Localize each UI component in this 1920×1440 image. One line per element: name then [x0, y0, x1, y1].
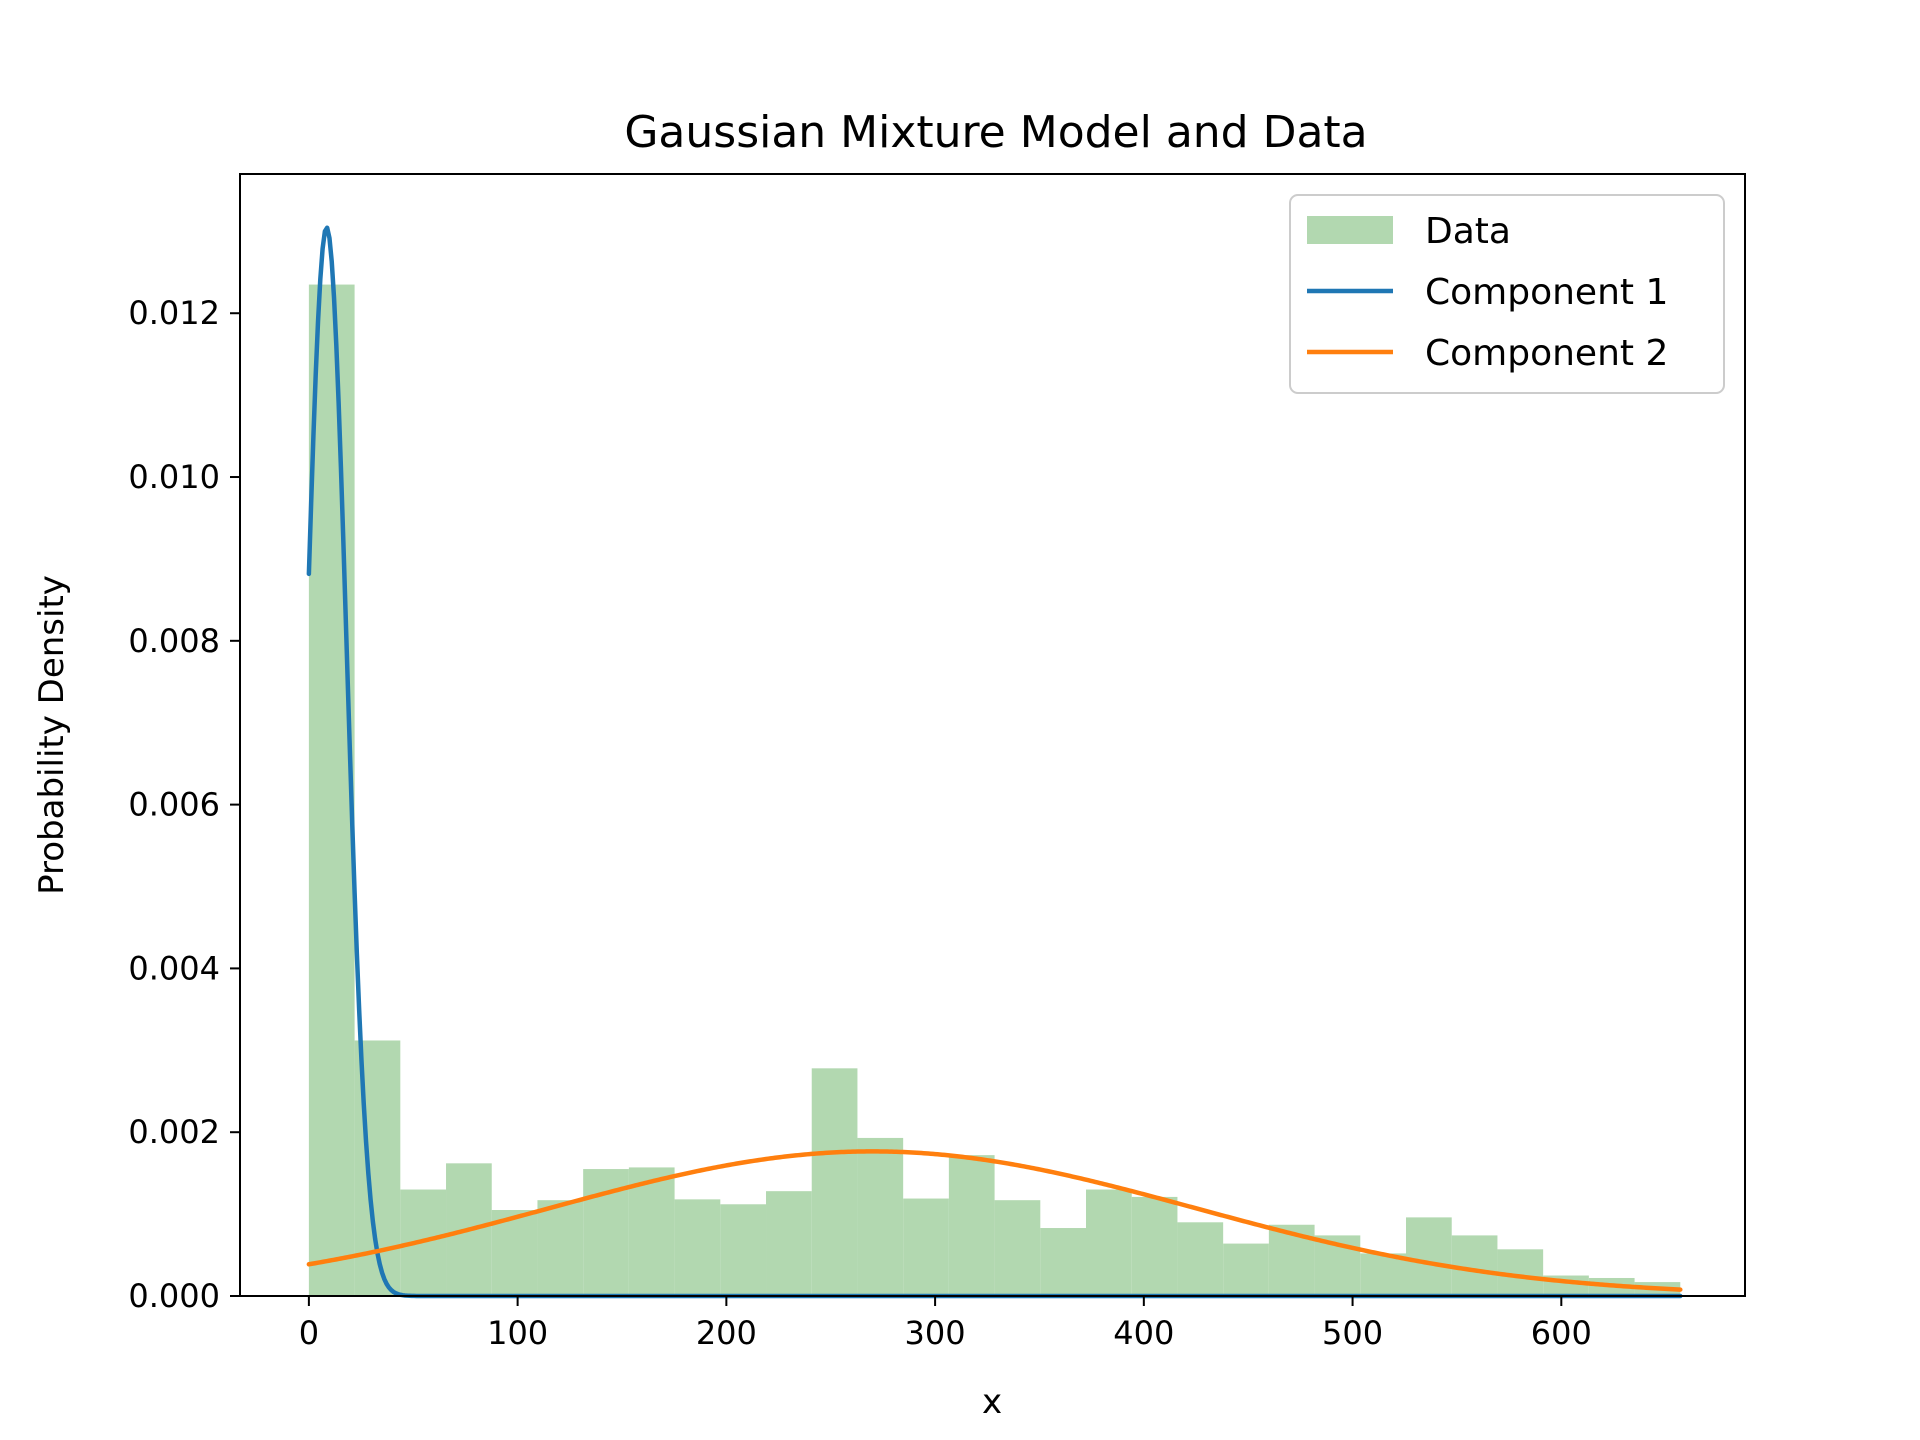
y-tick-label: 0.010	[128, 458, 220, 496]
y-tick-label: 0.004	[128, 949, 220, 987]
x-tick-label: 200	[696, 1314, 757, 1352]
legend-box	[1289, 194, 1725, 394]
histogram-bar	[1223, 1243, 1269, 1296]
histogram-bars	[308, 284, 1681, 1297]
histogram-bar	[1131, 1196, 1178, 1296]
histogram-bar	[1406, 1217, 1452, 1296]
x-tick-label: 600	[1531, 1314, 1592, 1352]
plot-frame	[239, 173, 1746, 1297]
y-axis: 0.000 0.002 0.004 0.006 0.008 0.010 0.012	[128, 294, 240, 1315]
y-tick-label: 0.012	[128, 294, 220, 332]
legend-label-component-1: Component 1	[1425, 272, 1668, 313]
histogram-bar	[948, 1155, 995, 1296]
histogram-bar	[994, 1200, 1041, 1296]
x-axis: 0 100 200 300 400 500 600	[299, 1296, 1592, 1352]
histogram-bar	[537, 1200, 584, 1296]
line-component-2	[306, 1149, 1683, 1292]
legend-label-data: Data	[1425, 211, 1511, 252]
histogram-bar	[766, 1191, 812, 1296]
y-tick-label: 0.006	[128, 786, 220, 824]
x-tick-label: 400	[1113, 1314, 1174, 1352]
y-axis-label: Probability Density	[32, 575, 72, 895]
histogram-bar	[491, 1210, 538, 1296]
y-tick-label: 0.008	[128, 622, 220, 660]
histogram-bar	[811, 1068, 858, 1296]
y-tick-label: 0.002	[128, 1113, 220, 1151]
histogram-bar	[1360, 1253, 1407, 1296]
histogram-bar	[720, 1204, 767, 1296]
y-tick-label: 0.000	[128, 1277, 220, 1315]
histogram-bar	[674, 1199, 721, 1296]
histogram-bar	[1040, 1228, 1087, 1296]
x-tick-label: 300	[905, 1314, 966, 1352]
histogram-bar	[628, 1167, 675, 1296]
histogram-bar	[903, 1198, 949, 1296]
histogram-bar	[1086, 1189, 1132, 1296]
legend: Data Component 1 Component 2	[1289, 194, 1725, 394]
histogram-bar	[308, 284, 355, 1297]
x-axis-label: x	[982, 1382, 1002, 1422]
histogram-bar	[1177, 1222, 1224, 1296]
histogram-bar	[857, 1137, 904, 1296]
chart-title: Gaussian Mixture Model and Data	[624, 107, 1367, 158]
histogram-bar	[1451, 1235, 1498, 1296]
x-tick-label: 0	[299, 1314, 319, 1352]
legend-swatch-data	[1307, 216, 1393, 244]
x-tick-label: 100	[487, 1314, 548, 1352]
x-tick-label: 500	[1322, 1314, 1383, 1352]
legend-label-component-2: Component 2	[1425, 333, 1668, 374]
plot-area	[239, 173, 1746, 1299]
